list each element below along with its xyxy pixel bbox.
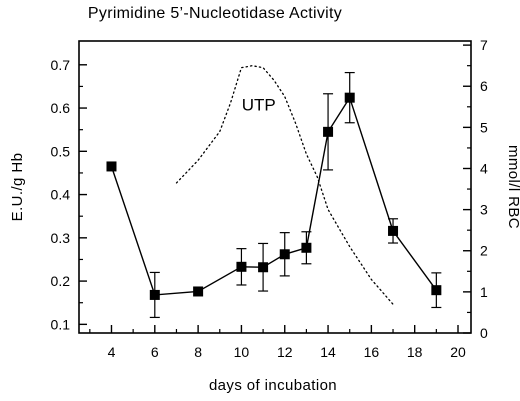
x-tick-label: 6	[151, 344, 159, 360]
data-point-marker	[236, 261, 247, 272]
x-axis: 4 6 8 10 12 14 16 18 20	[89, 325, 466, 360]
y-axis-right: 0 1 2 3 4 5 6 7	[463, 37, 488, 341]
x-tick-label: 10	[234, 344, 250, 360]
utp-dotted-line	[175, 65, 394, 305]
data-point-marker	[279, 249, 290, 260]
utp-series	[175, 65, 394, 305]
activity-series	[106, 92, 442, 300]
y-right-tick-label: 3	[480, 202, 488, 218]
x-tick-label: 18	[407, 344, 423, 360]
plot-frame	[78, 40, 472, 334]
data-point-marker	[106, 161, 117, 172]
y-right-tick-label: 4	[480, 160, 488, 176]
data-point-marker	[258, 262, 269, 273]
y-left-tick-label: 0.7	[51, 57, 71, 73]
data-point-marker	[193, 286, 204, 297]
activity-line	[110, 96, 437, 296]
y-left-tick-label: 0.6	[51, 100, 71, 116]
y-right-tick-label: 6	[480, 78, 488, 94]
y-right-tick-label: 5	[480, 119, 488, 135]
y-right-tick-label: 0	[480, 325, 488, 341]
y-axis-right-label: mmol/l RBC	[505, 145, 520, 229]
y-axis-left: 0.1 0.2 0.3 0.4 0.5 0.6 0.7	[51, 57, 87, 332]
y-right-tick-label: 7	[480, 37, 488, 53]
x-tick-label: 4	[108, 344, 116, 360]
y-left-tick-label: 0.3	[51, 230, 71, 246]
x-tick-label: 16	[364, 344, 380, 360]
x-tick-label: 12	[277, 344, 293, 360]
x-tick-label: 8	[194, 344, 202, 360]
y-right-tick-label: 2	[480, 243, 488, 259]
y-left-tick-label: 0.2	[51, 273, 71, 289]
x-tick-label: 20	[450, 344, 466, 360]
chart-title: Pyrimidine 5’-Nucleotidase Activity	[88, 5, 342, 22]
y-axis-left-label: E.U./g Hb	[9, 153, 26, 222]
y-left-tick-label: 0.5	[51, 143, 71, 159]
utp-label: UTP	[242, 96, 276, 115]
data-point-marker	[388, 225, 399, 236]
annotations: UTP	[242, 96, 276, 115]
y-right-tick-label: 1	[480, 284, 488, 300]
error-bars	[149, 71, 442, 319]
data-point-marker	[301, 242, 312, 253]
data-point-marker	[344, 92, 355, 103]
x-tick-label: 14	[320, 344, 336, 360]
y-left-tick-label: 0.4	[51, 187, 71, 203]
x-axis-label: days of incubation	[209, 377, 337, 394]
data-point-marker	[431, 285, 442, 296]
data-point-marker	[323, 126, 334, 137]
y-left-tick-label: 0.1	[51, 316, 71, 332]
data-point-marker	[149, 289, 160, 300]
